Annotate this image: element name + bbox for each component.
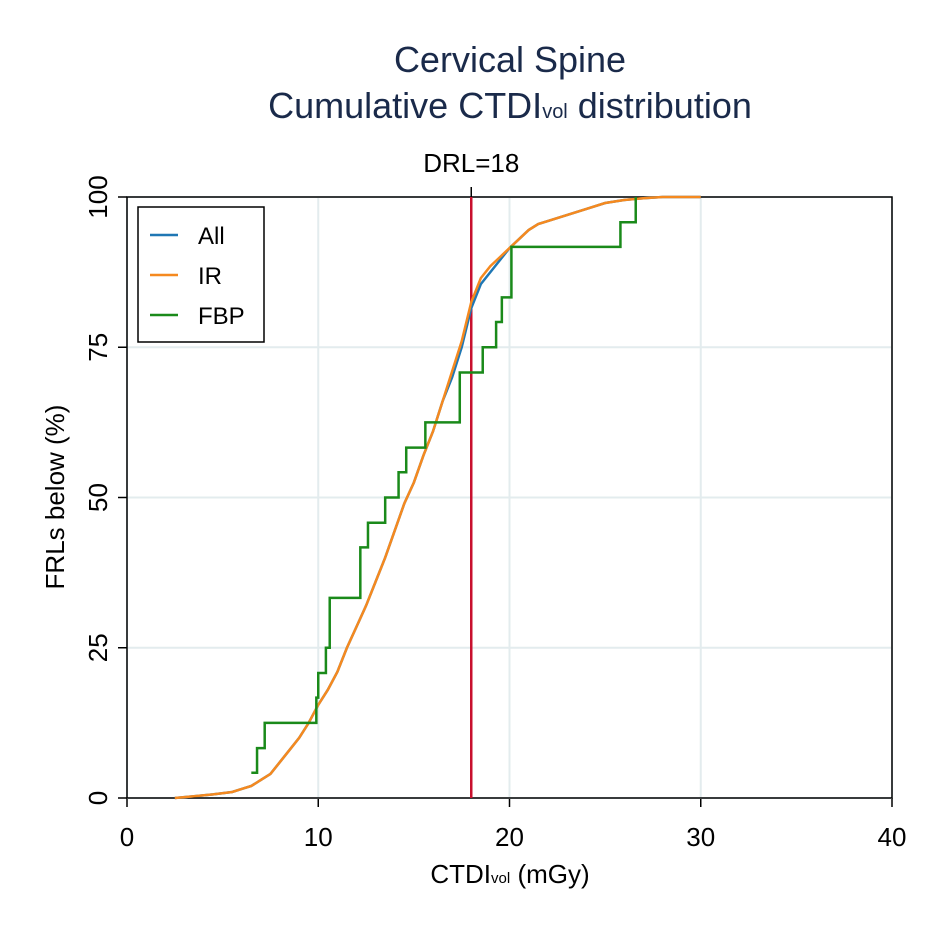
series-line [251, 197, 637, 775]
x-label-text: (mGy) [510, 859, 589, 889]
y-axis-label: FRLs below (%) [40, 405, 70, 590]
series-line [174, 195, 701, 800]
reference-label: DRL=18 [423, 148, 519, 178]
legend-label: IR [198, 263, 222, 290]
legend-label: All [198, 223, 225, 250]
x-axis-label: CTDIvol (mGy) [430, 859, 589, 889]
y-tick-label: 0 [83, 791, 113, 805]
x-tick-label: 10 [304, 822, 333, 852]
x-tick-label: 0 [120, 822, 134, 852]
x-tick-label: 40 [878, 822, 907, 852]
title-text: distribution [568, 85, 752, 126]
chart-title: Cervical Spine [394, 39, 626, 80]
legend-label: FBP [198, 303, 245, 330]
y-tick-label: 75 [83, 333, 113, 362]
title-text: Cumulative CTDI [268, 85, 542, 126]
y-tick-label: 50 [83, 483, 113, 512]
y-tick-label: 25 [83, 633, 113, 662]
y-tick-label: 100 [83, 175, 113, 218]
x-tick-label: 20 [495, 822, 524, 852]
x-label-text: CTDI [430, 859, 491, 889]
x-label-subscript: vol [491, 870, 510, 887]
x-tick-label: 30 [686, 822, 715, 852]
title-subscript: vol [542, 101, 568, 123]
chart-title: Cumulative CTDIvol distribution [268, 85, 752, 126]
plot-frame [126, 196, 893, 799]
